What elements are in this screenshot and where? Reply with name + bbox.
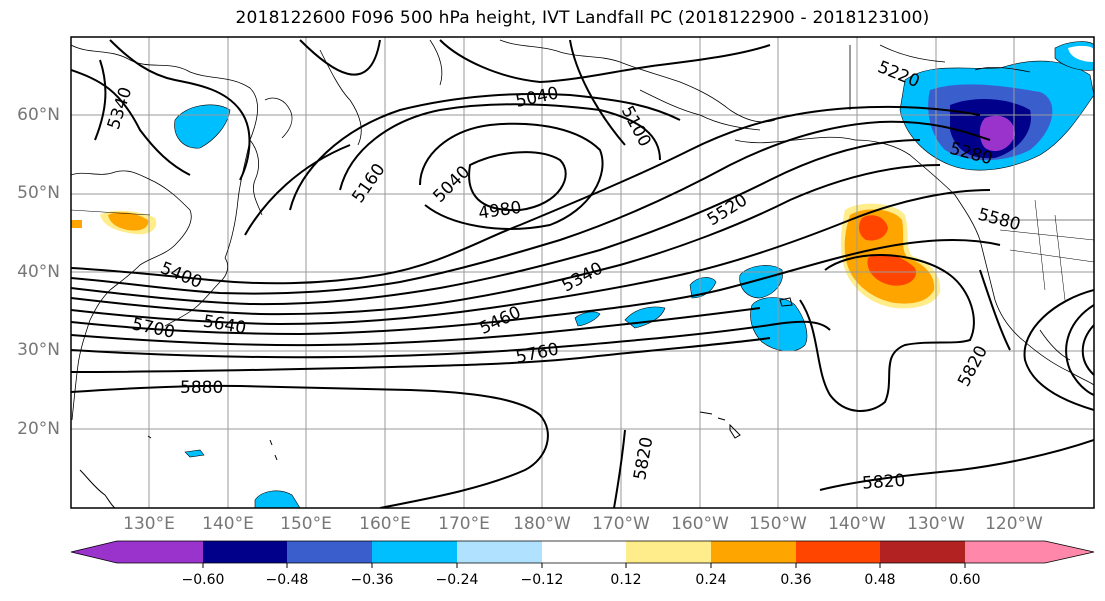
height-contours xyxy=(71,39,1094,508)
contour-labels: 5340 5040 5100 5160 5040 4980 5520 5220 … xyxy=(104,57,1023,494)
longitude-label: 140°W xyxy=(828,514,886,534)
colorbar-segment xyxy=(287,541,372,563)
colorbar-tick-label: −0.60 xyxy=(181,572,225,588)
longitude-label: 130°E xyxy=(123,514,175,534)
longitude-label: 160°E xyxy=(359,514,411,534)
longitude-label: 160°W xyxy=(671,514,729,534)
map-title: 2018122600 F096 500 hPa height, IVT Land… xyxy=(235,8,930,28)
colorbar-segment xyxy=(457,541,542,563)
colorbar-segment xyxy=(372,541,457,563)
colorbar-segment xyxy=(1045,541,1094,563)
longitude-label: 150°E xyxy=(280,514,332,534)
colorbar xyxy=(70,540,1095,568)
map-plot-area: 5340 5040 5100 5160 5040 4980 5520 5220 … xyxy=(71,37,1094,508)
latitude-label-50n: 50°N xyxy=(17,183,60,203)
colorbar-segment xyxy=(880,541,965,563)
contour-label: 5820 xyxy=(862,471,907,494)
latitude-label-30n: 30°N xyxy=(17,340,60,360)
longitude-label: 170°E xyxy=(438,514,490,534)
longitude-label: 120°W xyxy=(985,514,1043,534)
contour-label: 5880 xyxy=(180,378,223,398)
colorbar-segment xyxy=(626,541,711,563)
colorbar-tick-label: −0.36 xyxy=(350,572,394,588)
colorbar-tick-label: −0.24 xyxy=(435,572,479,588)
ivt-anomaly-shading xyxy=(71,41,1094,508)
latitude-label-60n: 60°N xyxy=(17,105,60,125)
longitude-label: 170°W xyxy=(592,514,650,534)
pacific-islands xyxy=(79,297,793,508)
colorbar-segment xyxy=(796,541,880,563)
latitude-label-20n: 20°N xyxy=(17,419,60,439)
colorbar-tick-label: 0.48 xyxy=(864,572,896,588)
colorbar-segment xyxy=(711,541,796,563)
map-frame xyxy=(70,36,1095,509)
colorbar-tick-label: 0.60 xyxy=(949,572,981,588)
colorbar-segment xyxy=(71,541,117,563)
colorbar-tick-label: −0.12 xyxy=(520,572,564,588)
colorbar-tick-label: 0.12 xyxy=(610,572,642,588)
longitude-label: 180°W xyxy=(513,514,571,534)
colorbar-segment xyxy=(203,541,287,563)
longitude-label: 130°W xyxy=(907,514,965,534)
colorbar-outline xyxy=(70,540,1095,564)
colorbar-tick-label: 0.24 xyxy=(695,572,727,588)
longitude-label: 140°E xyxy=(202,514,254,534)
colorbar-segment xyxy=(117,541,203,563)
country-borders xyxy=(71,199,1094,301)
colorbar-tick-label: −0.48 xyxy=(265,572,309,588)
colorbar-segment xyxy=(542,541,626,563)
longitude-label: 150°W xyxy=(749,514,807,534)
colorbar-tick-label: 0.36 xyxy=(780,572,812,588)
latitude-label-40n: 40°N xyxy=(17,262,60,282)
graticule xyxy=(71,37,1094,508)
colorbar-segment xyxy=(965,541,1045,563)
